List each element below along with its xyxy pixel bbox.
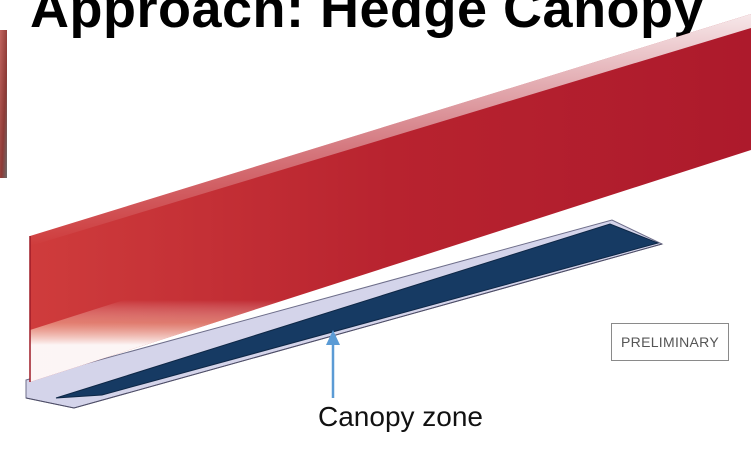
preliminary-badge: PRELIMINARY	[611, 323, 729, 361]
canopy-zone	[55, 223, 660, 399]
slide-title: Approach: Hedge Canopy	[30, 0, 705, 39]
callout-arrow-head	[326, 330, 340, 345]
wall-bottom-fade	[30, 100, 751, 382]
canopy-zone-label: Canopy zone	[318, 401, 484, 432]
floor-edge	[25, 243, 663, 409]
thumbnail-image	[0, 30, 7, 178]
wall-top-fade	[30, 14, 751, 246]
